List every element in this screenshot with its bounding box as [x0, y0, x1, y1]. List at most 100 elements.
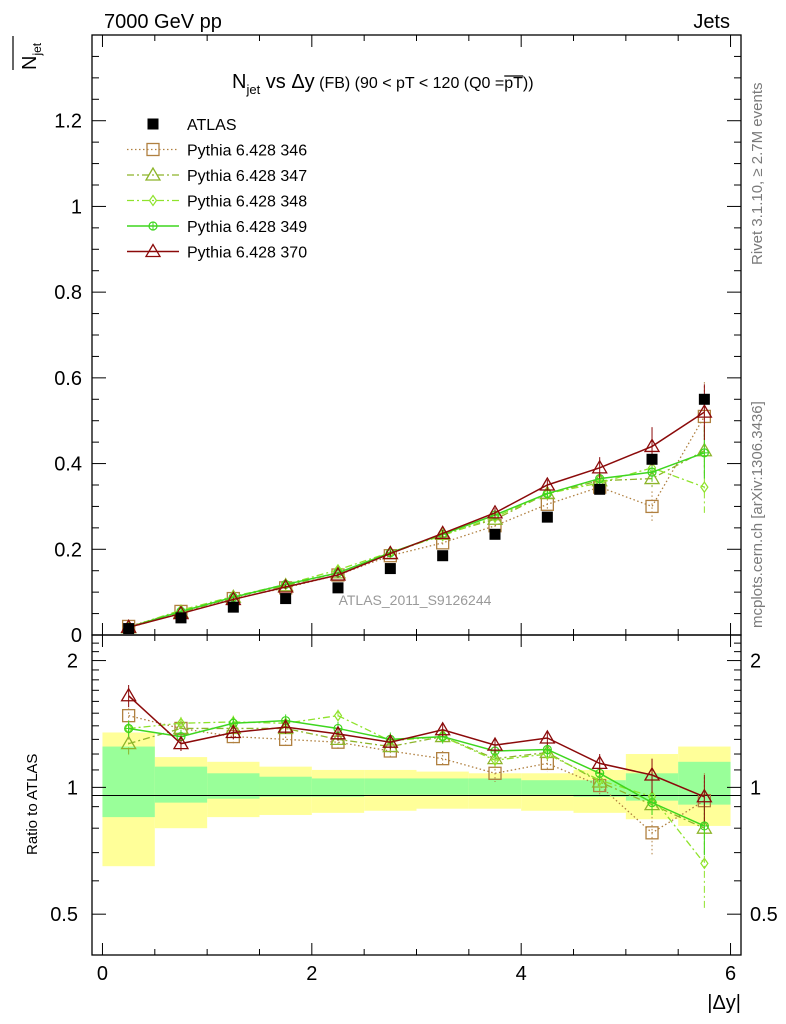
atlas-point	[437, 550, 449, 562]
y-tick-label: 0.8	[54, 282, 82, 304]
ratio-point	[486, 736, 504, 751]
y-axis-n: N	[19, 56, 41, 70]
band-green-bin	[468, 778, 522, 795]
ratio-point	[645, 826, 659, 840]
title-n-sub: jet	[245, 82, 260, 97]
mcplots-label: mcplots.cern.ch [arXiv:1306.3436]	[749, 401, 766, 628]
y-tick-label: 0.4	[54, 454, 82, 476]
ratio-line	[128, 695, 705, 798]
ratio-point	[643, 766, 661, 781]
legend: ATLAS Pythia 6.428 346 Pythia 6.428 347 Pyt…	[127, 117, 307, 262]
legend-marker	[144, 166, 162, 181]
band-green-bin	[311, 778, 365, 797]
legend-marker	[144, 243, 162, 258]
title-n: N	[232, 71, 246, 93]
ratio-tick-label-left: 2	[67, 651, 78, 673]
atlas-point	[280, 593, 292, 605]
ratio-tick-label-left: 1	[67, 777, 78, 799]
ratio-tick-label-right: 0.5	[750, 904, 778, 926]
ratio-point	[333, 709, 343, 722]
atlas-point	[489, 528, 501, 540]
legend-label: Pythia 6.428 348	[187, 194, 307, 211]
plot-title: Njet vs Δy (FB) (90 < pT < 120 (Q0 =pT))	[232, 71, 534, 97]
ratio-point	[591, 755, 608, 770]
ratio-point	[434, 721, 451, 736]
legend-label: Pythia 6.428 346	[187, 143, 307, 160]
ratio-point	[329, 725, 347, 740]
title-vs: vs	[260, 71, 291, 93]
band-green-bin	[416, 778, 469, 795]
legend-label: Pythia 6.428 347	[187, 168, 307, 185]
ratio-point	[225, 724, 242, 739]
main-series	[120, 382, 713, 635]
x-tick-label: 2	[306, 963, 317, 985]
rivet-label: Rivet 3.1.10, ≥ 2.7M events	[749, 83, 766, 266]
atlas-point	[175, 612, 187, 624]
data-point	[643, 438, 661, 453]
y-tick-label: 1	[71, 196, 82, 218]
ratio-point	[436, 752, 450, 766]
ratio-pythia-6-428-370	[120, 684, 713, 822]
series-atlas	[123, 393, 710, 635]
series-line	[128, 416, 705, 628]
header-energy: 7000 GeV pp	[104, 11, 222, 33]
legend-marker	[146, 142, 160, 157]
ratio-point	[172, 735, 190, 750]
x-tick-label: 4	[516, 963, 527, 985]
ratio-point	[595, 774, 604, 787]
atlas-point	[123, 623, 135, 635]
ratio-point	[120, 687, 137, 702]
ratio-point	[279, 732, 293, 747]
x-tick-label: 0	[97, 963, 108, 985]
legend-item: Pythia 6.428 346	[127, 143, 307, 160]
legend-item: Pythia 6.428 348	[127, 194, 307, 211]
y-axis-label-main: Njet	[19, 42, 44, 70]
legend-item: ATLAS	[147, 117, 237, 134]
data-point	[277, 578, 294, 593]
series-line	[128, 467, 705, 628]
data-point	[382, 545, 399, 560]
ratio-point	[490, 754, 500, 767]
ratio-line	[128, 719, 705, 827]
svg-text:Njet: Njet	[19, 42, 44, 70]
ratio-point	[696, 788, 713, 803]
atlas-point	[227, 601, 239, 613]
band-green-bin	[207, 773, 260, 799]
axis-ticks: 0 2 4 6 0 0.2 0.4 0.6 0.8 1 1.2 0.5 0.5 1 1 2 2	[50, 35, 778, 985]
ratio-point	[176, 717, 186, 730]
data-point	[591, 459, 608, 474]
ratio-point	[382, 733, 399, 748]
legend-label: ATLAS	[187, 117, 237, 134]
atlas-point	[698, 393, 710, 405]
series-line	[128, 411, 705, 629]
legend-item: Pythia 6.428 349	[127, 219, 307, 236]
y-axis-n-sub: jet	[30, 42, 44, 56]
atlas-point	[332, 582, 344, 594]
data-point	[696, 403, 713, 418]
legend-label: Pythia 6.428 370	[187, 245, 307, 262]
data-point	[645, 499, 659, 514]
analysis-watermark: ATLAS_2011_S9126244	[339, 592, 492, 608]
ratio-point	[277, 718, 294, 733]
ratio-series	[120, 684, 713, 911]
data-point	[434, 525, 451, 540]
ratio-line	[128, 727, 705, 829]
data-point	[700, 481, 709, 494]
y-tick-label: 1.2	[54, 111, 82, 133]
ratio-point	[488, 766, 502, 780]
legend-item: Pythia 6.428 347	[127, 166, 307, 185]
title-close: ))	[523, 75, 534, 92]
band-green-bin	[259, 776, 312, 797]
title-pt-overline: pT	[504, 75, 523, 92]
ratio-point	[120, 735, 137, 750]
y-tick-label: 0.2	[54, 539, 82, 561]
atlas-point	[541, 511, 553, 523]
legend-item: Pythia 6.428 370	[127, 243, 307, 262]
ratio-tick-label-left: 0.5	[50, 904, 78, 926]
ratio-point	[382, 738, 399, 753]
atlas-point	[646, 453, 658, 465]
title-dy: Δy	[291, 71, 314, 93]
ratio-tick-label-right: 1	[750, 777, 761, 799]
atlas-point	[384, 563, 396, 575]
ratio-line	[128, 714, 705, 864]
